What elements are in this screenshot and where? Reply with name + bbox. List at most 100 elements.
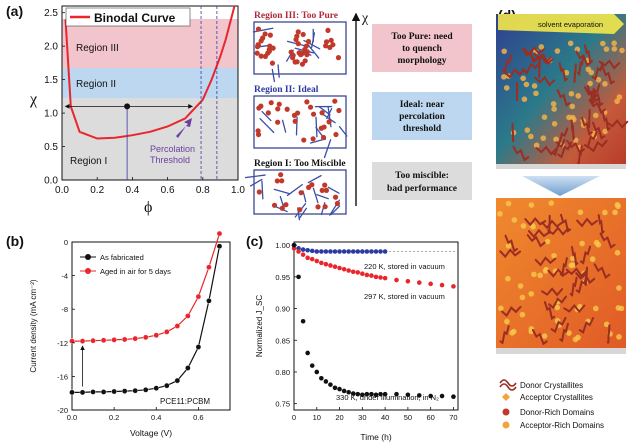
- binodal-plot: 0.0 0.2 0.4 0.6 0.8 1.0 0.0 0.5 1.0 1.5 2.0 2.5: [44, 5, 245, 196]
- acceptor-domain-dot: [593, 239, 600, 246]
- donor-strand: [523, 46, 545, 56]
- fullerene-dot: [260, 35, 266, 41]
- fullerene-dot: [300, 31, 306, 38]
- jsc-point: [319, 249, 324, 254]
- acceptor-rich-icon: [502, 421, 510, 429]
- jsc-point: [378, 275, 383, 280]
- acceptor-domain-dot: [541, 114, 548, 120]
- jsc-point: [291, 246, 297, 251]
- fullerene-dot: [298, 52, 304, 58]
- acceptor-domain-dot: [553, 136, 559, 143]
- fullerene-dot: [332, 194, 339, 200]
- donor-strand: [527, 228, 550, 239]
- acceptor-domain-dot: [521, 96, 528, 103]
- fullerene-dot: [299, 61, 306, 67]
- plot-b-frame: [71, 241, 231, 411]
- jsc-point: [323, 379, 329, 384]
- donor-strand: [589, 83, 601, 103]
- jsc-point: [451, 394, 456, 399]
- x-tick-label: 0.2: [90, 185, 104, 196]
- acceptor-domain-dot: [505, 275, 511, 282]
- acceptor-domain-dot: [541, 333, 548, 339]
- acceptor-domain-dot: [511, 328, 517, 335]
- donor-strand: [576, 145, 583, 167]
- region-3-label: Region III: [76, 43, 119, 54]
- acceptor-domain-dot: [595, 76, 602, 83]
- fullerene-dot: [322, 204, 328, 210]
- plot-c-frame: [293, 241, 459, 411]
- acceptor-domain-dot: [616, 285, 622, 291]
- polymer-strand: [316, 193, 329, 200]
- substrate-top: [496, 164, 626, 169]
- jsc-point: [360, 271, 365, 276]
- jsc-point: [364, 249, 370, 254]
- jsc-point: [296, 249, 301, 254]
- donor-strand: [573, 63, 577, 83]
- fullerene-dot: [274, 178, 280, 184]
- y-tick-label: -12: [57, 339, 68, 348]
- acceptor-domain-dot: [517, 283, 524, 289]
- jsc-point: [337, 386, 342, 392]
- jsc-point: [346, 389, 351, 395]
- y-tick-label: 0.85: [275, 336, 290, 345]
- y-tick-label: -20: [57, 406, 68, 415]
- jsc-point: [394, 277, 399, 283]
- fullerene-dot: [256, 189, 262, 195]
- jsc-point: [309, 256, 315, 262]
- acceptor-domain-dot: [528, 133, 534, 140]
- jsc-point: [314, 369, 320, 375]
- acceptor-domain-dot: [603, 46, 610, 52]
- jsc-point: [394, 391, 399, 397]
- x-tick-label: 0: [292, 413, 296, 422]
- donor-strand: [587, 109, 591, 129]
- polymer-strand: [271, 68, 276, 83]
- binodal-curve-line: [64, 5, 236, 140]
- acceptor-domain-dot: [589, 256, 596, 262]
- jsc-point: [364, 272, 370, 278]
- explanation-miscible-1: Too miscible:: [395, 171, 449, 181]
- donor-strand: [579, 245, 592, 265]
- donor-strand: [521, 61, 541, 75]
- acceptor-domain-dot: [519, 311, 526, 318]
- acceptor-domain-dot: [551, 252, 557, 259]
- jsc-point: [300, 252, 306, 257]
- x-tick-label: 1.0: [231, 185, 245, 196]
- explanation-pure-1: Too Pure: need: [391, 32, 453, 42]
- region-3-band: [62, 19, 238, 68]
- acceptor-domain-dot: [501, 74, 507, 80]
- fullerene-dot: [258, 53, 264, 59]
- jsc-point: [416, 393, 422, 398]
- jsc-point: [369, 391, 374, 397]
- polymer-strand: [307, 174, 322, 184]
- fullerene-dot: [262, 31, 268, 37]
- jv-point: [206, 264, 212, 271]
- donor-crystallite-icon: [499, 379, 517, 391]
- fullerene-dot: [294, 59, 300, 65]
- jsc-point: [369, 249, 374, 254]
- acceptor-domain-dot: [603, 321, 610, 328]
- x-tick-label: 0.6: [193, 413, 203, 422]
- jsc-point: [305, 247, 310, 253]
- jsc-point: [346, 268, 351, 273]
- polymer-strand: [327, 186, 340, 194]
- y-tick-label: 1.00: [275, 241, 290, 250]
- acceptor-domain-dot: [614, 249, 621, 256]
- donor-strand: [557, 141, 573, 159]
- jv-curve-line: [72, 233, 221, 342]
- donor-strand: [591, 61, 604, 81]
- jsc-point: [319, 260, 324, 266]
- jv-point: [90, 389, 96, 395]
- x-tick-label: 0.8: [196, 185, 210, 196]
- jv-point: [216, 230, 223, 237]
- polymer-strand: [273, 188, 291, 195]
- donor-strand: [599, 232, 616, 249]
- acceptor-domain-dot: [533, 142, 540, 149]
- jsc-point: [323, 249, 329, 254]
- fullerene-dot: [275, 106, 281, 112]
- fullerene-dot: [267, 43, 273, 49]
- donor-strand: [575, 272, 596, 285]
- donor-strand: [588, 139, 608, 153]
- fullerene-dot: [295, 29, 301, 35]
- panel-label-c: (c): [246, 233, 263, 249]
- polymer-strand: [306, 43, 320, 59]
